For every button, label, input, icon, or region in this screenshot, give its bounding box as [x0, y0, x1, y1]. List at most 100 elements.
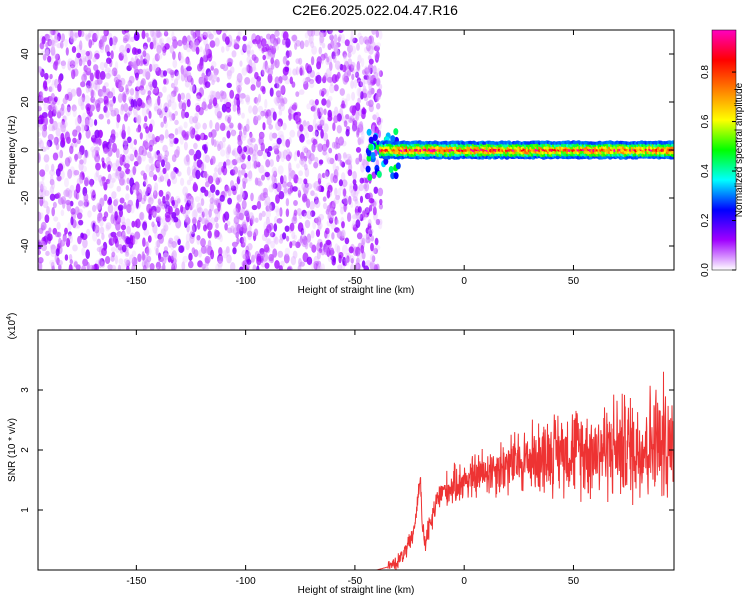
- heatmap-noise-cell: [57, 259, 63, 266]
- heatmap-noise-cell: [102, 35, 107, 43]
- heatmap-noise-cell: [225, 185, 230, 193]
- heatmap-noise-cell: [373, 186, 379, 194]
- heatmap-noise-cell: [144, 68, 151, 78]
- colorbar-ramp: [711, 29, 737, 271]
- heatmap-noise-cell: [121, 49, 128, 57]
- heatmap-noise-cell: [44, 47, 51, 56]
- heatmap-noise-cell: [269, 87, 274, 97]
- heatmap-noise-cell: [70, 216, 74, 226]
- heatmap-noise-cell: [103, 82, 109, 88]
- heatmap-noise-cell: [216, 76, 220, 83]
- heatmap-noise-cell: [273, 216, 278, 225]
- heatmap-noise-cell: [45, 42, 49, 48]
- heatmap-noise-cell: [264, 200, 268, 207]
- heatmap-noise-cell: [51, 207, 55, 217]
- heatmap-noise-cell: [333, 34, 338, 44]
- heatmap-noise-cell: [239, 94, 243, 103]
- heatmap-noise-cell: [61, 235, 68, 245]
- heatmap-noise-cell: [316, 56, 322, 66]
- heatmap-noise-cell: [245, 160, 252, 170]
- heatmap-noise-cell: [116, 185, 122, 192]
- heatmap-noise-cell: [327, 109, 332, 118]
- heatmap-noise-cell: [115, 148, 120, 159]
- heatmap-noise-cell: [344, 257, 350, 266]
- heatmap-noise-cell: [171, 241, 177, 248]
- heatmap-noise-cell: [83, 150, 90, 159]
- heatmap-noise-cell: [352, 37, 358, 44]
- heatmap-noise-cell: [147, 99, 153, 108]
- heatmap-noise-cell: [177, 39, 183, 47]
- heatmap-noise-cell: [78, 161, 84, 171]
- heatmap-noise-cell: [282, 122, 287, 131]
- heatmap-noise-cell: [221, 46, 225, 53]
- heatmap-noise-cell: [107, 164, 111, 173]
- heatmap-noise-cell: [323, 108, 327, 116]
- heatmap-noise-cell: [360, 163, 365, 173]
- heatmap-noise-cell: [129, 254, 135, 264]
- heatmap-noise-cell: [335, 136, 339, 145]
- heatmap-noise-cell: [274, 260, 280, 269]
- heatmap-noise-cell: [335, 194, 340, 201]
- heatmap-noise-cell: [58, 75, 62, 84]
- heatmap-noise-cell: [331, 200, 337, 208]
- heatmap-noise-cell: [225, 101, 232, 109]
- spectrogram-x-tick-label: 0: [461, 276, 467, 287]
- heatmap-noise-cell: [343, 54, 348, 63]
- heatmap-noise-cell: [161, 256, 167, 265]
- heatmap-noise-cell: [308, 156, 312, 165]
- heatmap-noise-cell: [204, 43, 210, 54]
- heatmap-noise-cell: [265, 216, 270, 226]
- heatmap-noise-cell: [226, 69, 233, 77]
- heatmap-transition-cell: [372, 134, 378, 142]
- heatmap-noise-cell: [216, 30, 222, 35]
- heatmap-noise-cell: [213, 139, 217, 148]
- heatmap-noise-cell: [227, 160, 234, 169]
- heatmap-noise-cell: [254, 217, 259, 223]
- heatmap-noise-cell: [325, 169, 330, 178]
- heatmap-noise-cell: [184, 57, 189, 64]
- heatmap-transition-cell: [366, 128, 372, 136]
- heatmap-noise-cell: [343, 188, 347, 197]
- heatmap-noise-cell: [275, 121, 282, 131]
- heatmap-noise-cell: [232, 104, 237, 112]
- heatmap-noise-cell: [358, 35, 365, 45]
- heatmap-noise-cell: [349, 255, 355, 263]
- heatmap-noise-cell: [348, 195, 352, 205]
- heatmap-noise-cell: [318, 159, 324, 165]
- heatmap-noise-cell: [232, 247, 237, 255]
- heatmap-noise-cell: [313, 217, 319, 224]
- heatmap-noise-cell: [201, 263, 206, 270]
- heatmap-noise-cell: [63, 189, 70, 197]
- heatmap-noise-cell: [320, 263, 325, 270]
- spectrogram-x-tick-label: -150: [126, 276, 146, 287]
- heatmap-noise-cell: [326, 76, 333, 83]
- heatmap-noise-cell: [346, 93, 351, 102]
- heatmap-noise-cell: [342, 152, 348, 161]
- heatmap-noise-cell: [38, 261, 43, 270]
- heatmap-noise-cell: [265, 111, 269, 119]
- heatmap-noise-cell: [359, 195, 364, 204]
- heatmap-noise-cell: [61, 118, 65, 126]
- heatmap-noise-cell: [332, 122, 336, 132]
- heatmap-noise-cell: [73, 169, 80, 176]
- heatmap-noise-cell: [263, 244, 270, 253]
- heatmap-noise-cell: [333, 42, 338, 52]
- heatmap-noise-cell: [299, 124, 304, 132]
- heatmap-noise-cell: [363, 153, 368, 162]
- heatmap-noise-cell: [185, 240, 190, 251]
- heatmap-noise-cell: [143, 194, 147, 202]
- snr-y-tick-label: 2: [20, 447, 31, 453]
- heatmap-noise-cell: [269, 232, 276, 238]
- heatmap-noise-cell: [338, 136, 344, 146]
- heatmap-noise-cell: [173, 235, 180, 242]
- heatmap-noise-cell: [176, 71, 181, 81]
- heatmap-noise-cell: [297, 222, 304, 233]
- heatmap-noise-cell: [314, 192, 318, 200]
- heatmap-noise-cell: [251, 254, 256, 263]
- heatmap-noise-cell: [268, 112, 272, 119]
- heatmap-noise-cell: [89, 178, 94, 188]
- heatmap-transition-cell: [366, 154, 372, 162]
- heatmap-noise-cell: [334, 60, 341, 70]
- heatmap-noise-cell: [363, 79, 369, 85]
- heatmap-noise-cell: [288, 167, 293, 177]
